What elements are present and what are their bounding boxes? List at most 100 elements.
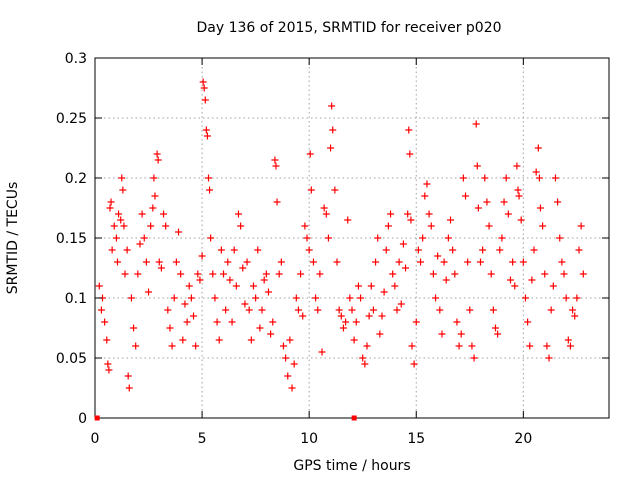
data-point [185,282,193,290]
x-tick-label: 20 [514,431,532,447]
data-point [136,240,144,248]
data-point [359,354,367,362]
data-point [384,222,392,230]
data-point [127,294,135,302]
data-point [177,270,185,278]
data-point [455,342,463,350]
data-point [132,342,140,350]
data-point [464,258,472,266]
tick-labels: 0 0.05 0.1 0.15 0.2 0.25 0.3 0 5 10 15 20 [56,51,532,447]
data-point [279,342,287,350]
data-point [361,360,369,368]
data-point [157,264,165,272]
data-point [107,198,115,206]
data-point [138,210,146,218]
data-point [202,126,210,134]
data-point [575,246,583,254]
data-point [504,210,512,218]
data-point [372,258,380,266]
data-point [374,234,382,242]
data-point [573,294,581,302]
data-point [571,312,579,320]
data-point [153,150,161,158]
data-point [545,354,553,362]
data-point [404,210,412,218]
data-point [299,312,307,320]
y-tick-label: 0.05 [56,351,87,367]
data-point [249,282,257,290]
data-point [562,294,570,302]
zero-marker [351,415,357,421]
data-point [498,234,506,242]
data-point [419,234,427,242]
y-tick-label: 0.15 [56,231,87,247]
data-point [331,186,339,194]
data-point [187,294,195,302]
data-point [427,222,435,230]
data-point [142,258,150,266]
data-point [183,318,191,326]
data-point [466,306,474,314]
data-point [348,306,356,314]
data-point [207,234,215,242]
data-point [521,294,529,302]
data-point [440,258,448,266]
data-point [230,246,238,254]
data-point [425,210,433,218]
data-point [213,318,221,326]
data-point [115,210,123,218]
data-point [410,360,418,368]
data-point [524,318,532,326]
data-point [414,246,422,254]
y-tick-label: 0.1 [65,291,87,307]
data-point [342,318,350,326]
data-point [172,258,180,266]
data-point [451,270,459,278]
data-point [405,126,413,134]
data-point [199,78,207,86]
data-point [314,306,322,314]
data-point [181,300,189,308]
data-point [303,234,311,242]
data-point [395,258,403,266]
data-point [198,252,206,260]
data-point [118,174,126,182]
data-point [104,360,112,368]
data-point [282,354,290,362]
data-point [328,102,336,110]
data-point [106,204,114,212]
data-point [121,270,129,278]
zero-markers [94,415,357,421]
data-point [365,312,373,320]
data-point [215,336,223,344]
data-point [535,174,543,182]
data-point [264,288,272,296]
data-point [489,306,497,314]
x-tick-label: 15 [407,431,425,447]
data-point [485,222,493,230]
data-point [318,348,326,356]
y-tick-label: 0.25 [56,111,87,127]
data-point [423,180,431,188]
data-point [209,270,217,278]
data-point [526,342,534,350]
data-point [412,318,420,326]
data-point [532,168,540,176]
data-point [539,222,547,230]
data-point [462,192,470,200]
data-point [97,306,105,314]
data-point [376,330,384,338]
data-point [203,132,211,140]
data-point [432,294,440,302]
data-point [421,192,429,200]
data-point [569,306,577,314]
data-point [101,318,109,326]
data-point [335,306,343,314]
data-point [470,354,478,362]
data-point [515,192,523,200]
data-point [509,258,517,266]
data-point [406,150,414,158]
data-point [346,294,354,302]
x-tick-label: 10 [300,431,318,447]
